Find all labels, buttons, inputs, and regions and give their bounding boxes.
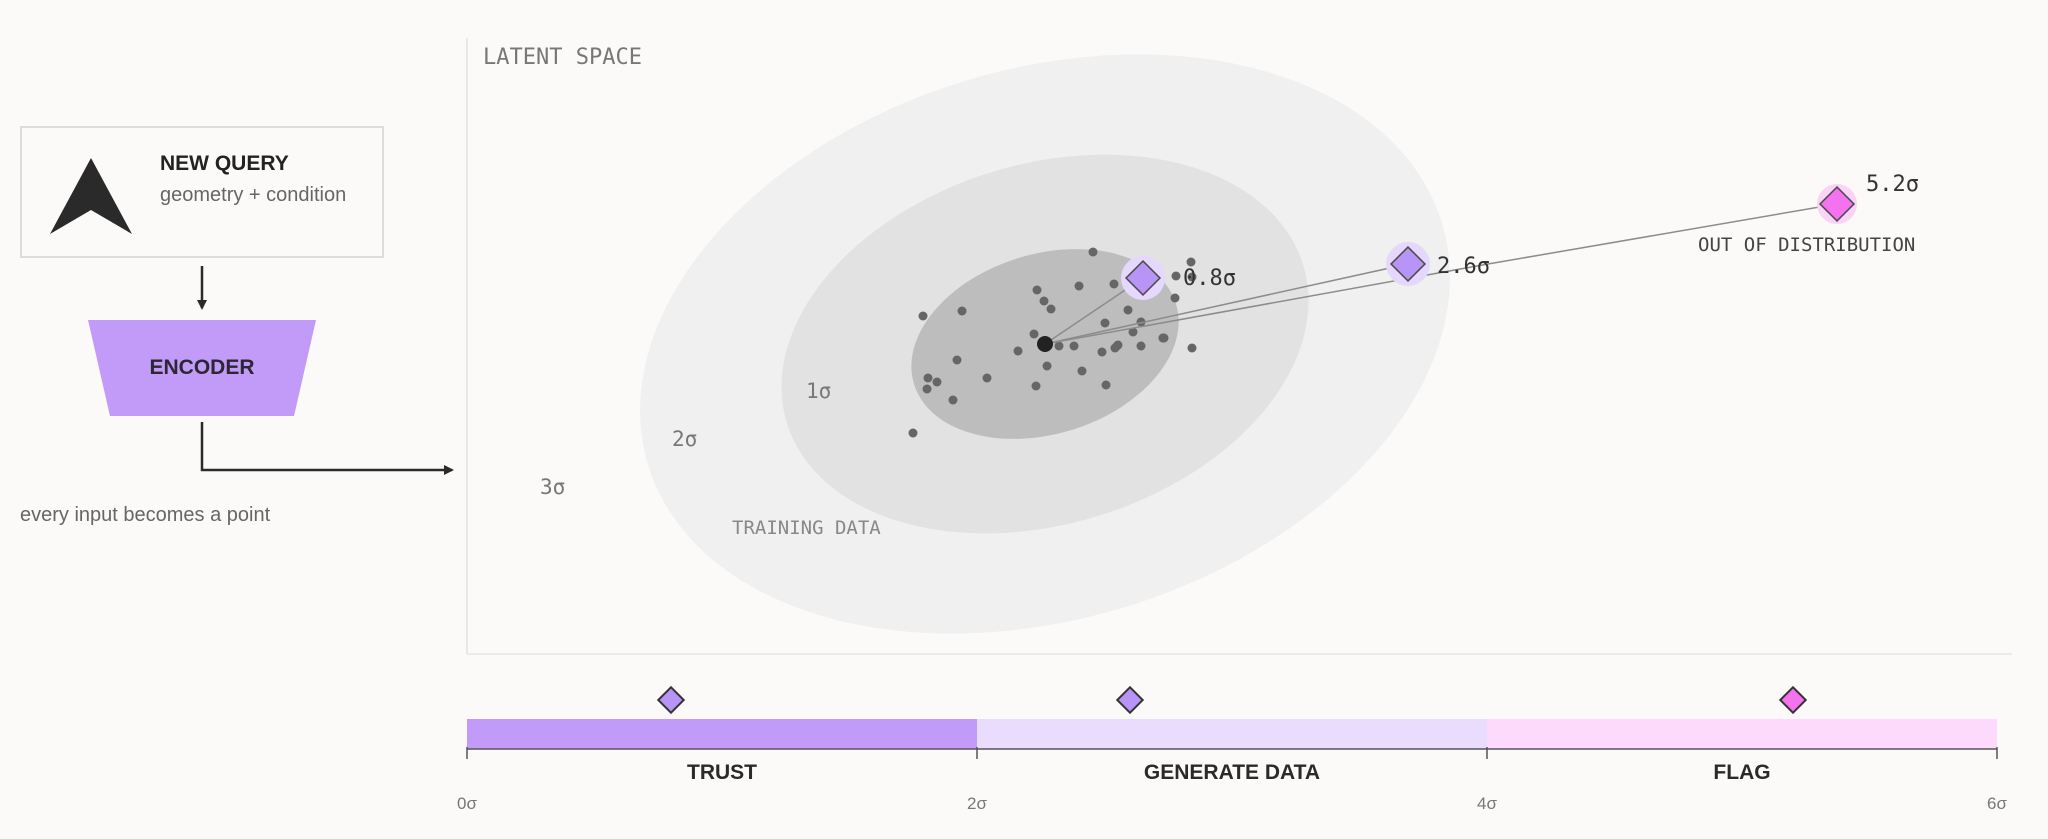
- latent-query-1: [1121, 256, 1165, 300]
- scale-marker-3: [1778, 685, 1808, 715]
- training-point: [1013, 346, 1023, 356]
- decision-scale: TRUST GENERATE DATA FLAG 0σ 2σ 4σ 6σ: [457, 685, 2007, 813]
- ring-label-1sigma: 1σ: [806, 379, 831, 403]
- scale-zone-generate-data: [977, 719, 1487, 749]
- ood-label: OUT OF DISTRIBUTION: [1698, 234, 1915, 256]
- scale-zone-trust: [467, 719, 977, 749]
- scale-zone-label: GENERATE DATA: [1144, 761, 1320, 784]
- training-point: [923, 373, 933, 383]
- training-point: [1187, 272, 1197, 282]
- training-point: [1032, 285, 1042, 295]
- training-point: [1136, 317, 1146, 327]
- encoder-block: [88, 320, 316, 416]
- scale-zone-label: FLAG: [1713, 761, 1770, 784]
- latent-query-label-1: 0.8σ: [1183, 266, 1236, 291]
- training-point: [908, 428, 918, 438]
- training-point: [1054, 341, 1064, 351]
- latent-query-2: [1386, 242, 1430, 286]
- training-point: [1029, 329, 1039, 339]
- training-point: [1042, 361, 1052, 371]
- training-point: [1158, 333, 1168, 343]
- training-points: [908, 247, 1197, 438]
- query-title: NEW QUERY: [160, 152, 289, 175]
- training-point: [1171, 271, 1181, 281]
- training-point: [1069, 341, 1079, 351]
- latent-space-title: LATENT SPACE: [483, 45, 642, 70]
- scale-marker-2: [1115, 685, 1145, 715]
- training-point: [948, 395, 958, 405]
- new-query-box: NEW QUERY geometry + condition: [20, 126, 384, 258]
- training-point: [1077, 366, 1087, 376]
- latent-query-label-2: 2.6σ: [1437, 254, 1490, 279]
- latent-query-label-3: 5.2σ: [1866, 172, 1919, 197]
- training-point: [1074, 281, 1084, 291]
- training-point: [1136, 341, 1146, 351]
- training-point: [1088, 247, 1098, 257]
- scale-zone-label: TRUST: [687, 761, 757, 784]
- training-point: [1100, 318, 1110, 328]
- training-point: [1046, 304, 1056, 314]
- training-point: [918, 311, 928, 321]
- distance-line-q2a: [1044, 263, 1409, 345]
- arrow-up-icon: [50, 158, 132, 234]
- scale-tick-label: 2σ: [967, 794, 987, 813]
- training-point: [922, 384, 932, 394]
- training-point: [1109, 279, 1119, 289]
- ring-label-3sigma: 3σ: [540, 475, 565, 499]
- training-point: [932, 377, 942, 387]
- training-point: [1101, 380, 1111, 390]
- caption-text: every input becomes a point: [20, 504, 271, 526]
- training-point: [1031, 381, 1041, 391]
- query-subtitle: geometry + condition: [160, 184, 347, 206]
- latent-query-3: [1817, 184, 1857, 224]
- distance-line-q3: [1487, 203, 1838, 265]
- scale-tick-label: 4σ: [1477, 794, 1497, 813]
- centroid-point: [1037, 336, 1053, 352]
- training-point: [1128, 327, 1138, 337]
- scale-tick-label: 0σ: [457, 794, 477, 813]
- training-data-label: TRAINING DATA: [732, 517, 881, 539]
- training-point: [1123, 305, 1133, 315]
- scale-tick-label: 6σ: [1987, 794, 2007, 813]
- training-point: [1170, 293, 1180, 303]
- training-point: [1113, 340, 1123, 350]
- encoder-label: ENCODER: [149, 356, 255, 379]
- scale-marker-1: [656, 685, 686, 715]
- ring-label-2sigma: 2σ: [672, 427, 697, 451]
- arrow-encoder-to-latent: [200, 422, 454, 475]
- training-point: [982, 373, 992, 383]
- training-point: [1039, 296, 1049, 306]
- training-point: [957, 306, 967, 316]
- training-point: [1187, 343, 1197, 353]
- training-point: [1186, 257, 1196, 267]
- scale-zone-flag: [1487, 719, 1997, 749]
- training-point: [1097, 347, 1107, 357]
- training-point: [952, 355, 962, 365]
